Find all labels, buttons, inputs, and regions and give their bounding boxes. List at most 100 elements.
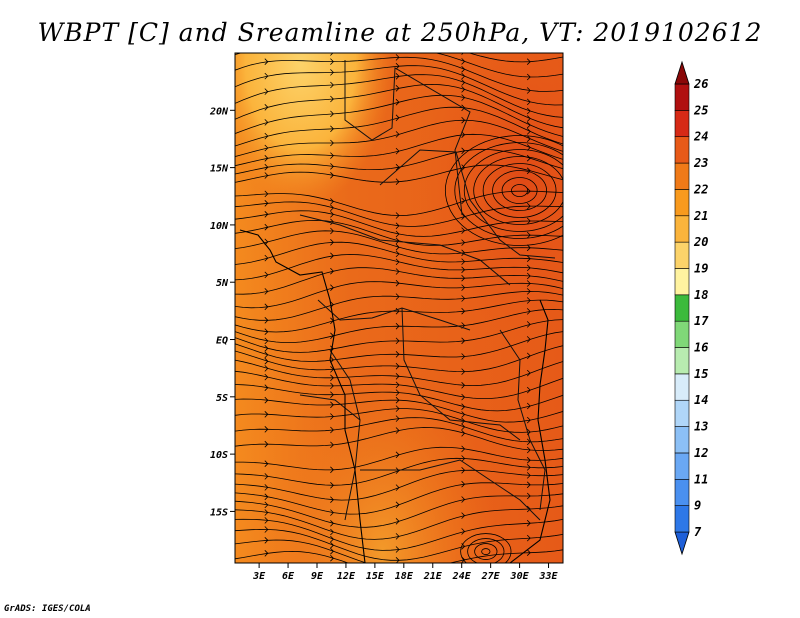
streamline-gyre xyxy=(444,135,563,246)
streamline-arrow xyxy=(396,46,399,52)
streamline-arrow xyxy=(330,547,334,555)
streamline-arrow xyxy=(461,266,466,274)
streamline-arrow xyxy=(526,308,531,315)
streamline-arrow xyxy=(526,128,531,135)
colorbar-swatch xyxy=(674,268,690,296)
streamline-arrow xyxy=(395,268,400,275)
streamline-arrow xyxy=(395,222,400,230)
streamline-arrow xyxy=(330,204,334,212)
streamline-arrow xyxy=(395,533,400,540)
streamline-arrow xyxy=(395,337,400,345)
streamline-arrow xyxy=(461,104,466,112)
streamline-arrow xyxy=(461,86,466,93)
streamline-arrow xyxy=(526,336,531,343)
streamline-arrow xyxy=(526,280,531,287)
streamline-arrow xyxy=(264,190,269,198)
streamline-arrow xyxy=(330,528,334,536)
streamline-arrow xyxy=(526,456,531,464)
streamline-arrow xyxy=(461,423,466,431)
streamline-arrow xyxy=(395,362,400,370)
colorbar-swatch xyxy=(674,505,690,533)
streamline-arrow xyxy=(330,152,334,159)
lon-tick-label: 6E xyxy=(282,571,295,582)
lon-tick-label: 27E xyxy=(481,571,501,582)
streamline-arrow xyxy=(264,200,269,207)
streamline-arrow xyxy=(461,543,466,550)
streamline-arrow xyxy=(461,556,466,563)
streamline-arrow xyxy=(330,227,334,235)
lon-tick-label: 30E xyxy=(510,571,530,582)
streamline-arrow xyxy=(264,303,269,311)
grads-credit: GrADS: IGES/COLA xyxy=(4,604,91,614)
streamline-arrow xyxy=(330,163,334,170)
lat-tick-label: EQ xyxy=(216,336,228,347)
streamline-arrow xyxy=(461,393,466,401)
colorbar-swatch xyxy=(674,452,690,480)
streamline-arrow xyxy=(264,537,269,544)
streamline-arrow xyxy=(395,73,400,80)
streamline-arrow xyxy=(264,132,269,140)
streamline-arrow xyxy=(264,365,269,372)
streamline-arrow xyxy=(395,54,400,61)
streamline-arrow xyxy=(330,541,334,549)
streamline-arrow xyxy=(461,66,466,73)
streamline-arrow xyxy=(461,455,466,462)
streamline-arrow xyxy=(330,252,334,260)
coastline xyxy=(239,229,551,563)
streamline-arrow xyxy=(395,451,400,459)
streamline-arrow xyxy=(330,139,334,147)
colorbar-swatch xyxy=(674,320,690,348)
streamline-arrow xyxy=(264,440,269,448)
streamline-arrow xyxy=(395,114,400,122)
streamline-arrow xyxy=(264,345,269,352)
lat-tick-label: 10N xyxy=(210,221,229,232)
streamline-arrow xyxy=(264,172,269,179)
streamline-arrow xyxy=(461,528,466,535)
colorbar-label: 17 xyxy=(694,314,709,328)
colorbar-label: 19 xyxy=(694,261,708,275)
lon-tick-label: 21E xyxy=(423,571,443,582)
streamline-arrow xyxy=(526,107,531,115)
streamline-arrow xyxy=(395,62,400,70)
streamline-arrow xyxy=(330,125,334,133)
streamline-arrow xyxy=(395,405,400,412)
streamline-arrow xyxy=(526,135,531,142)
streamline-arrow xyxy=(264,351,269,359)
streamline-arrow xyxy=(461,131,466,138)
colorbar-swatch xyxy=(674,136,690,164)
streamline-arrow xyxy=(330,267,334,275)
streamline-arrow xyxy=(461,353,466,360)
streamline-arrow xyxy=(330,535,334,543)
colorbar-label: 15 xyxy=(694,367,708,381)
colorbar-swatch xyxy=(674,110,690,138)
streamline-gyre xyxy=(492,170,547,211)
streamline-arrow xyxy=(461,411,466,418)
streamline-arrow xyxy=(526,481,531,489)
streamline-gyre xyxy=(481,548,491,555)
streamline-arrow xyxy=(461,480,466,488)
streamline-arrow xyxy=(526,264,531,272)
streamline-arrow xyxy=(461,295,466,302)
streamline-arrow xyxy=(264,211,269,218)
streamline-arrow xyxy=(330,520,334,527)
colorbar-label: 21 xyxy=(693,209,708,223)
streamline-arrow xyxy=(330,554,334,562)
lon-tick-label: 12E xyxy=(337,571,356,582)
lon-tick-label: 18E xyxy=(395,571,414,582)
streamline-arrow xyxy=(526,446,531,454)
streamline-arrow xyxy=(264,271,269,279)
streamline-arrow xyxy=(461,116,466,124)
streamline-arrow xyxy=(330,239,334,246)
colorbar-label: 9 xyxy=(694,499,701,513)
latitude-axis: 20N 15N 10N 5N EQ 5S 10S 15S xyxy=(209,106,235,518)
colorbar-swatch xyxy=(674,162,690,190)
streamline-arrow xyxy=(461,337,466,345)
lat-tick-label: 15N xyxy=(210,164,229,175)
streamline-arrow xyxy=(264,357,269,365)
lat-tick-label: 5S xyxy=(216,393,228,404)
streamline-arrow xyxy=(461,307,466,315)
streamline-arrow xyxy=(264,509,269,516)
map-frame xyxy=(234,52,564,564)
streamline-arrow xyxy=(395,518,400,525)
